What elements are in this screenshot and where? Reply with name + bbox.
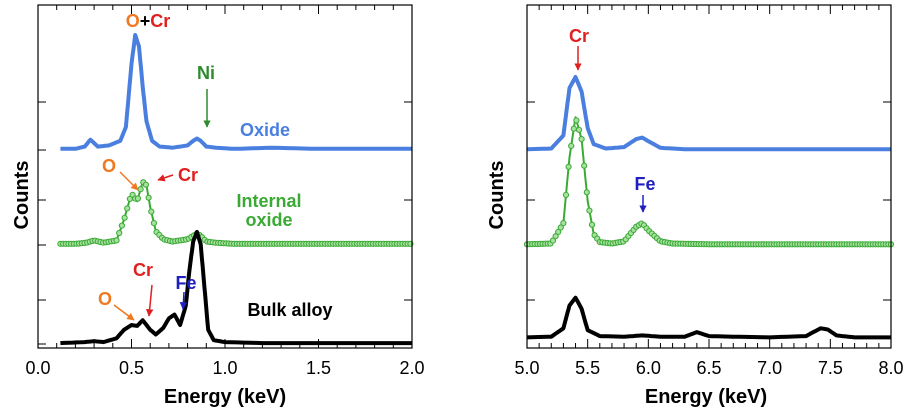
- annotation-fe-bulk: Fe: [175, 273, 196, 293]
- right-y-axis-title: Counts: [486, 161, 508, 230]
- series-line: [60, 33, 412, 151]
- left-plot-frame: [37, 4, 413, 349]
- data-point: [118, 222, 126, 229]
- data-point: [578, 136, 585, 143]
- annotation-fe-right: Fe: [634, 174, 655, 194]
- annotation-bulk-alloy: Bulk alloy: [247, 300, 332, 320]
- annotation-o-plus-cr: O+Cr: [126, 11, 171, 31]
- cr-internal-arrow: [157, 174, 174, 182]
- x-tick-label: 5.0: [514, 358, 539, 378]
- data-point: [573, 117, 580, 124]
- data-point: [137, 186, 144, 193]
- annotation-internal-oxide-line1: Internal: [236, 191, 301, 211]
- data-point: [113, 237, 120, 244]
- right-series-group: [523, 75, 895, 340]
- x-tick-label: 7.5: [818, 358, 843, 378]
- right-x-axis-title: Energy (keV): [645, 386, 767, 408]
- annotation-ni: Ni: [197, 63, 215, 83]
- series-markers: [523, 117, 895, 248]
- data-point: [581, 162, 588, 169]
- cr-bulk-arrow: [145, 284, 154, 317]
- annotation-cr-right: Cr: [569, 26, 589, 46]
- data-point: [565, 163, 572, 170]
- x-tick-label: 7.0: [757, 358, 782, 378]
- annotation-o-internal: O: [102, 156, 116, 176]
- series-line: [526, 295, 891, 340]
- left-x-axis-title: Energy (keV): [164, 386, 286, 408]
- left-tick-marks: [37, 5, 413, 348]
- data-point: [588, 221, 596, 228]
- annotation-oxide: Oxide: [240, 120, 290, 140]
- series-line: [60, 229, 412, 346]
- x-tick-label: 1.5: [306, 358, 331, 378]
- x-tick-label: 1.0: [212, 358, 237, 378]
- o-internal-arrow: [119, 171, 139, 191]
- data-point: [134, 195, 141, 202]
- data-point: [570, 125, 577, 132]
- right-x-tick-labels: 5.0 5.5 6.0 6.5 7.0 7.5 8.0: [514, 358, 903, 378]
- left-series-group: [57, 33, 414, 346]
- data-point: [575, 126, 583, 133]
- data-point: [560, 220, 567, 227]
- series-line: [526, 75, 891, 152]
- x-tick-label: 5.5: [575, 358, 600, 378]
- data-point: [583, 189, 590, 196]
- o-bulk-arrow: [113, 304, 135, 321]
- annotation-cr-bulk: Cr: [133, 260, 153, 280]
- data-point: [549, 237, 557, 244]
- x-tick-label: 0.5: [119, 358, 144, 378]
- data-point: [586, 207, 593, 214]
- x-tick-label: 2.0: [399, 358, 424, 378]
- data-point: [552, 233, 559, 240]
- x-tick-label: 0.0: [25, 358, 50, 378]
- annotation-o-bulk: O: [98, 289, 112, 309]
- x-tick-label: 6.0: [636, 358, 661, 378]
- data-point: [145, 194, 152, 201]
- right-tick-marks: [526, 5, 892, 348]
- data-point: [562, 191, 570, 198]
- data-point: [568, 142, 575, 149]
- fe-bulk-arrow: [179, 291, 188, 310]
- right-panel: 5.0 5.5 6.0 6.5 7.0 7.5 8.0 Energy (keV) Count…: [486, 4, 904, 408]
- data-point: [557, 224, 564, 231]
- data-point: [555, 228, 562, 235]
- data-point: [150, 220, 157, 227]
- data-point: [148, 208, 155, 215]
- left-panel: 0.0 0.5 1.0 1.5 2.0 Energy (keV) Counts O+Cr…: [11, 4, 425, 408]
- right-plot-frame: [526, 4, 892, 349]
- data-point: [142, 181, 149, 188]
- series-markers: [57, 179, 414, 247]
- x-tick-label: 6.5: [696, 358, 721, 378]
- data-point: [121, 214, 128, 221]
- annotation-cr-internal: Cr: [178, 165, 198, 185]
- data-point: [124, 205, 131, 212]
- annotation-internal-oxide-line2: oxide: [245, 210, 292, 230]
- left-y-axis-title: Counts: [11, 161, 33, 230]
- left-x-tick-labels: 0.0 0.5 1.0 1.5 2.0: [25, 358, 424, 378]
- x-tick-label: 8.0: [878, 358, 903, 378]
- data-point: [116, 229, 123, 237]
